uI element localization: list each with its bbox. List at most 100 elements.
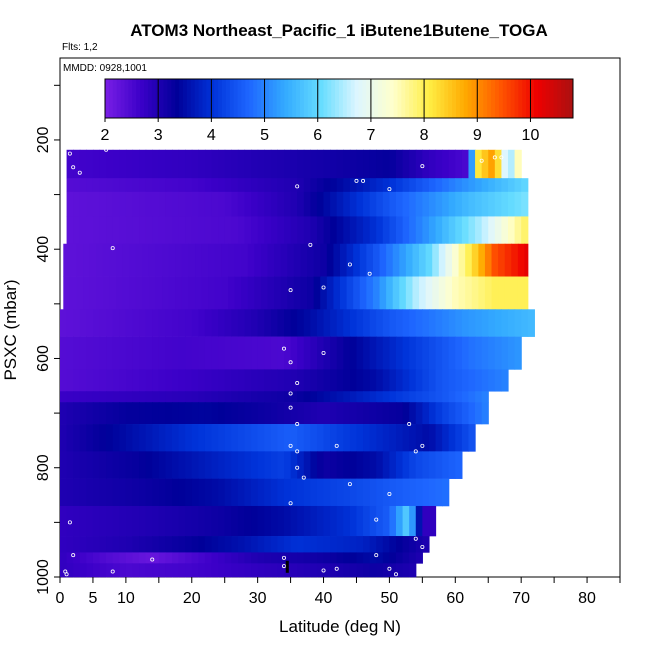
heat-cell-band-7 bbox=[316, 336, 325, 370]
heat-cell-band-5 bbox=[260, 276, 269, 310]
heat-cell-band-4 bbox=[267, 243, 275, 277]
heat-cell-band-3 bbox=[211, 216, 219, 245]
heat-cell-band-11 bbox=[204, 424, 213, 452]
heat-cell-band-5 bbox=[425, 276, 433, 310]
heatmap-layer bbox=[60, 149, 535, 578]
heat-cell-band-14 bbox=[428, 505, 437, 537]
heat-cell-band-16 bbox=[409, 552, 417, 564]
heat-cell-band-7 bbox=[349, 336, 358, 370]
heat-cell-band-0 bbox=[185, 149, 193, 179]
heat-cell-band-8 bbox=[191, 369, 199, 392]
colorbar-swatch bbox=[261, 79, 266, 118]
colorbar-swatch bbox=[253, 79, 258, 118]
heat-cell-band-7 bbox=[79, 336, 87, 370]
heat-cell-band-2 bbox=[277, 191, 285, 217]
colorbar-tick-label: 9 bbox=[473, 127, 482, 144]
heat-cell-band-2 bbox=[396, 191, 404, 217]
heat-cell-band-9 bbox=[297, 391, 305, 403]
heat-cell-band-5 bbox=[359, 276, 367, 310]
heat-cell-band-14 bbox=[376, 505, 384, 537]
heat-cell-band-4 bbox=[162, 243, 170, 277]
heat-cell-band-14 bbox=[396, 505, 404, 537]
heat-cell-band-10 bbox=[198, 402, 206, 425]
heat-cell-band-11 bbox=[224, 424, 232, 452]
heat-cell-band-4 bbox=[195, 243, 203, 277]
heat-cell-band-11 bbox=[323, 424, 331, 452]
heat-cell-band-8 bbox=[270, 369, 279, 392]
colorbar-swatch bbox=[385, 79, 391, 118]
heat-cell-band-15 bbox=[402, 536, 410, 553]
heat-cell-band-4 bbox=[445, 243, 453, 277]
heat-cell-band-2 bbox=[165, 191, 173, 217]
x-tick-label: 30 bbox=[249, 590, 267, 607]
heat-cell-band-9 bbox=[336, 391, 344, 403]
heat-cell-band-16 bbox=[284, 552, 292, 564]
heat-cell-band-13 bbox=[191, 478, 199, 507]
heat-cell-band-15 bbox=[165, 536, 173, 553]
heat-cell-band-14 bbox=[99, 505, 107, 537]
heat-cell-band-6 bbox=[448, 309, 456, 337]
colorbar-swatch bbox=[132, 79, 137, 118]
colorbar-swatch bbox=[225, 79, 231, 118]
heat-cell-band-2 bbox=[178, 191, 186, 217]
heat-cell-band-2 bbox=[231, 191, 239, 217]
heat-cell-band-7 bbox=[106, 336, 114, 370]
heat-cell-band-1 bbox=[204, 178, 213, 193]
heat-cell-band-4 bbox=[247, 243, 255, 277]
heat-cell-band-1 bbox=[284, 178, 292, 193]
heat-cell-band-17 bbox=[158, 563, 167, 578]
heat-cell-band-0 bbox=[244, 149, 252, 179]
colorbar-swatch bbox=[144, 79, 149, 118]
heat-cell-band-9 bbox=[73, 391, 81, 403]
heat-cell-band-10 bbox=[172, 402, 180, 425]
heat-cell-band-8 bbox=[204, 369, 213, 392]
heat-cell-band-12 bbox=[435, 451, 443, 479]
heat-cell-band-2 bbox=[435, 191, 443, 217]
sample-point bbox=[334, 566, 339, 571]
heat-cell-band-9 bbox=[343, 391, 351, 403]
heat-cell-band-3 bbox=[257, 216, 265, 245]
heat-cell-band-12 bbox=[277, 451, 285, 479]
heat-cell-band-1 bbox=[92, 178, 101, 193]
heat-cell-band-2 bbox=[428, 191, 437, 217]
heat-cell-band-5 bbox=[366, 276, 374, 310]
heat-cell-band-17 bbox=[99, 563, 107, 578]
heat-cell-band-9 bbox=[455, 391, 463, 403]
heat-cell-band-4 bbox=[260, 243, 269, 277]
heat-cell-band-12 bbox=[336, 451, 344, 479]
heat-cell-band-12 bbox=[402, 451, 410, 479]
colorbar-swatch bbox=[374, 79, 379, 118]
sample-point bbox=[374, 517, 379, 522]
heat-cell-band-4 bbox=[471, 243, 479, 277]
heat-cell-band-2 bbox=[501, 191, 509, 217]
heat-cell-band-16 bbox=[237, 552, 246, 564]
heat-cell-band-5 bbox=[76, 276, 84, 310]
heat-cell-band-7 bbox=[488, 336, 496, 370]
heat-cell-band-0 bbox=[310, 149, 318, 179]
sample-point bbox=[413, 536, 418, 541]
heat-cell-band-0 bbox=[303, 149, 311, 179]
heat-cell-band-5 bbox=[116, 276, 124, 310]
heat-cell-band-13 bbox=[139, 478, 147, 507]
heat-cell-band-15 bbox=[231, 536, 239, 553]
heat-cell-band-6 bbox=[178, 309, 186, 337]
heat-cell-band-4 bbox=[69, 243, 78, 277]
heat-cell-band-10 bbox=[119, 402, 127, 425]
heat-cell-band-10 bbox=[349, 402, 358, 425]
heat-cell-band-11 bbox=[66, 424, 74, 452]
sample-points bbox=[63, 147, 504, 577]
heat-cell-band-9 bbox=[382, 391, 391, 403]
heat-cell-band-8 bbox=[369, 369, 377, 392]
heat-cell-band-7 bbox=[402, 336, 410, 370]
sample-point bbox=[288, 288, 293, 293]
heat-cell-band-0 bbox=[422, 149, 430, 179]
heat-cell-band-9 bbox=[349, 391, 358, 403]
heat-cell-band-11 bbox=[310, 424, 318, 452]
heat-cell-band-1 bbox=[330, 178, 338, 193]
heat-cell-band-0 bbox=[455, 149, 463, 179]
heat-cell-band-13 bbox=[297, 478, 305, 507]
heat-cell-band-2 bbox=[92, 191, 101, 217]
heat-cell-band-7 bbox=[60, 336, 68, 370]
heat-cell-band-1 bbox=[79, 178, 87, 193]
heat-cell-band-2 bbox=[185, 191, 193, 217]
